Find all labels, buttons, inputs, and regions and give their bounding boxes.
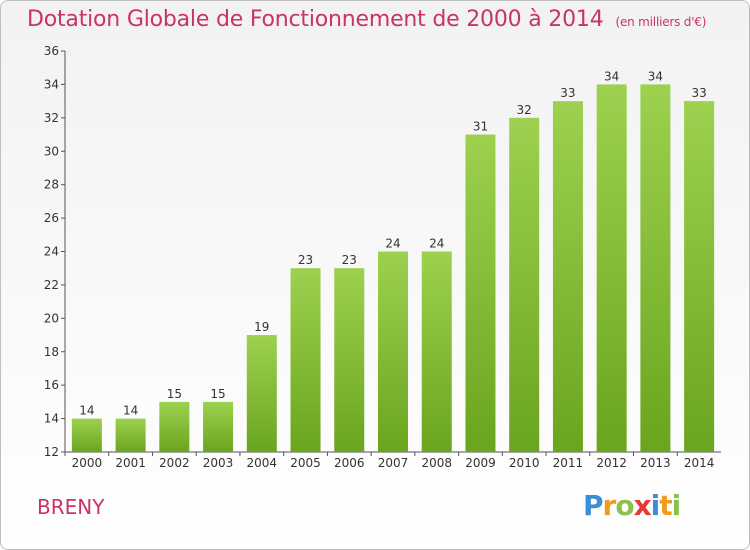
x-tick-label: 2004 [247,456,278,470]
bar [640,84,671,453]
logo-letter: x [633,489,652,522]
title-text: Dotation Globale de Fonctionnement de 20… [27,7,604,32]
bar [421,251,452,452]
bar-value-label: 15 [210,387,225,401]
unit-label: (en milliers d'€) [615,15,707,29]
x-tick-label: 2003 [203,456,234,470]
y-tick-label: 26 [44,211,59,225]
bar-value-label: 31 [473,120,488,134]
x-tick-label: 2008 [421,456,452,470]
x-tick-label: 2006 [334,456,365,470]
y-tick-label: 24 [44,245,59,259]
y-tick-label: 16 [44,378,59,392]
bar-value-label: 24 [429,237,444,251]
bar [203,401,234,452]
commune-name: BRENY [37,495,105,519]
y-tick-label: 22 [44,278,59,292]
axes: 12 14 16 18 20 22 24 26 28 30 32 34 36 2000 2001 2002 20… [44,44,721,470]
logo-letter: P [583,489,604,522]
x-tick-label: 2007 [378,456,409,470]
bar-value-label: 32 [517,103,532,117]
logo-letter: o [615,489,634,522]
y-tick-label: 30 [44,144,59,158]
bar [465,134,496,452]
bar-value-label: 14 [79,404,94,418]
x-tick-label: 2011 [553,456,584,470]
x-tick-label: 2001 [115,456,146,470]
bar [159,401,190,452]
x-tick-label: 2005 [290,456,321,470]
x-tick-label: 2012 [596,456,627,470]
y-tick-label: 32 [44,111,59,125]
bar [246,335,277,452]
y-tick-label: 12 [44,445,59,459]
bar [509,117,540,452]
logo-letter: i [671,489,682,522]
x-tick-label: 2010 [509,456,540,470]
x-tick-label: 2013 [640,456,671,470]
logo-letter: i [650,489,661,522]
bar [378,251,408,452]
bar-value-label: 23 [342,253,357,267]
bars: 14 14 15 15 19 23 23 24 24 31 32 33 34 34 33 [71,69,715,453]
logo-letter: t [659,489,672,522]
proxiti-logo: Proxiti [583,489,682,522]
bar-value-label: 15 [167,387,182,401]
bar-value-label: 23 [298,253,313,267]
chart-title: Dotation Globale de Fonctionnement de 20… [27,7,706,32]
y-tick-label: 34 [44,77,59,91]
bar-value-label: 33 [691,86,706,100]
bar [334,268,365,452]
bar [290,268,321,452]
bar-value-label: 33 [560,86,575,100]
y-tick-label: 18 [44,345,59,359]
logo-letter: r [602,489,617,522]
bar-value-label: 14 [123,404,138,418]
bar [684,101,715,452]
bar-value-label: 34 [604,69,619,83]
y-tick-label: 36 [44,44,59,58]
y-tick-label: 14 [44,412,59,426]
bar [596,84,627,453]
x-tick-label: 2009 [465,456,496,470]
bar [71,418,102,452]
bar-value-label: 34 [648,69,663,83]
y-tick-label: 28 [44,178,59,192]
bar-value-label: 19 [254,320,269,334]
bar [552,101,583,452]
x-tick-label: 2014 [684,456,715,470]
x-tick-label: 2000 [72,456,103,470]
bar-value-label: 24 [385,237,400,251]
bar [115,418,146,452]
y-tick-label: 20 [44,311,59,325]
x-tick-label: 2002 [159,456,190,470]
